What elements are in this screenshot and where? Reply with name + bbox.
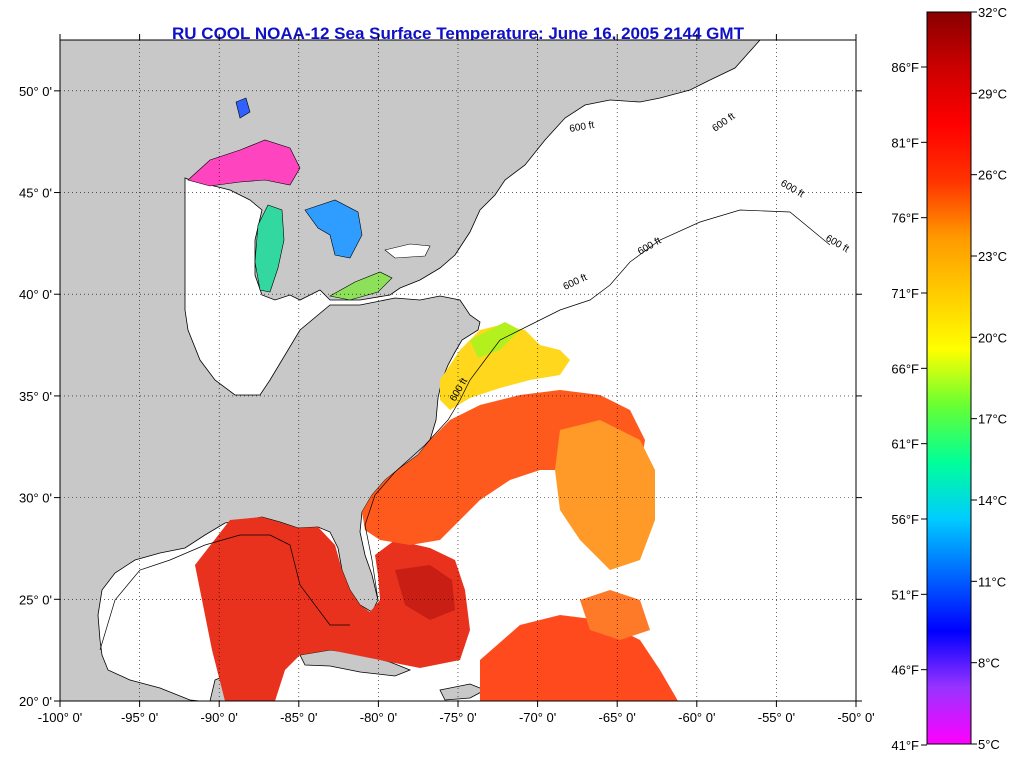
north-america-land [60,40,761,701]
lon-tick-label: -95° 0' [121,710,158,725]
isobath-label: 600 ft [569,120,596,135]
sst-atlantic-orange [555,420,655,570]
lon-tick-label: -60° 0' [678,710,715,725]
celsius-tick-label: 23°C [978,249,1007,264]
celsius-tick-label: 5°C [978,737,1000,752]
lon-tick-label: -80° 0' [360,710,397,725]
celsius-tick-label: 32°C [978,5,1007,20]
sst-bahamas-hot [395,565,455,620]
colorbar-ticks: 32°C 29°C 26°C 23°C 20°C 17°C 14°C 11°C 8°C 5°C 86… [891,5,1007,753]
hispaniola-land [439,683,486,701]
lon-tick-label: -75° 0' [439,710,476,725]
isobath-600ft [364,209,831,601]
lat-tick-label: 25° 0' [19,592,52,607]
lon-tick-label: -100° 0' [38,710,83,725]
lake-erie-sst [329,271,393,301]
map-axes: -100° 0' -95° 0' -90° 0' -85° 0' -80° 0' -75°… [19,34,875,725]
lake-superior-sst [187,139,301,187]
celsius-tick-label: 8°C [978,656,1000,671]
lat-tick-label: 50° 0' [19,84,52,99]
sst-slope-yellow [440,325,570,410]
lon-tick-label: -65° 0' [599,710,636,725]
lon-tick-label: -85° 0' [280,710,317,725]
map-title: RU COOL NOAA-12 Sea Surface Temperature:… [172,24,744,43]
fahrenheit-tick-label: 61°F [891,437,919,452]
fahrenheit-tick-label: 81°F [891,135,919,150]
celsius-tick-label: 14°C [978,493,1007,508]
temperature-colorbar [926,11,972,745]
gulf-isobath [99,534,350,651]
lon-tick-label: -50° 0' [837,710,874,725]
fahrenheit-tick-label: 76°F [891,211,919,226]
lake-ontario-sst [384,243,431,259]
sst-se-orange [580,590,650,640]
lon-tick-label: -90° 0' [201,710,238,725]
lon-tick-label: -70° 0' [519,710,556,725]
fahrenheit-tick-label: 51°F [891,587,919,602]
fahrenheit-tick-label: 46°F [891,663,919,678]
sst-shelf-green [470,322,520,358]
lake-huron-sst [304,199,363,259]
fahrenheit-tick-label: 56°F [891,512,919,527]
lake-nipigon-sst [235,97,251,119]
fahrenheit-tick-label: 66°F [891,361,919,376]
celsius-tick-label: 26°C [978,168,1007,183]
fahrenheit-tick-label: 41°F [891,738,919,753]
celsius-tick-label: 20°C [978,330,1007,345]
lat-tick-label: 20° 0' [19,694,52,709]
sst-gulf-warm [195,517,470,701]
celsius-tick-label: 11°C [978,574,1006,589]
fahrenheit-tick-label: 86°F [891,60,919,75]
fahrenheit-tick-label: 71°F [891,286,919,301]
celsius-tick-label: 29°C [978,86,1007,101]
lon-tick-label: -55° 0' [758,710,795,725]
lat-tick-label: 30° 0' [19,491,52,506]
celsius-tick-label: 17°C [978,412,1007,427]
lat-tick-label: 35° 0' [19,389,52,404]
lat-tick-label: 45° 0' [19,186,52,201]
lake-michigan-sst [254,204,285,293]
lat-tick-label: 40° 0' [19,287,52,302]
